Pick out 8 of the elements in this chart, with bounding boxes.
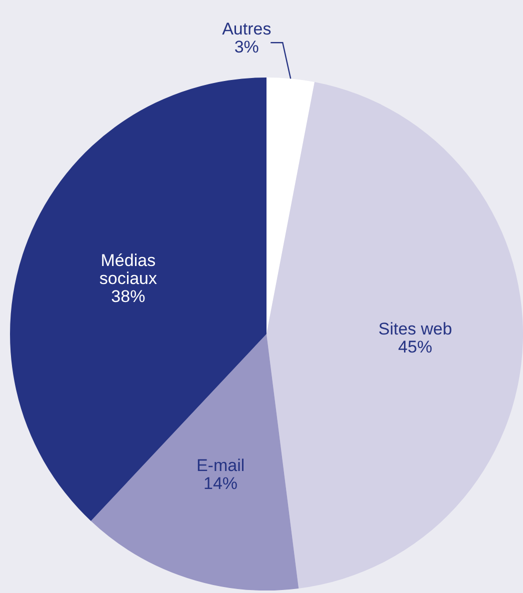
data-label: 45% xyxy=(398,337,432,356)
data-label: 14% xyxy=(204,474,238,494)
slice-label: Sites web xyxy=(378,319,452,338)
slice-label: Médias sociaux xyxy=(99,250,158,288)
slice-label: Autres xyxy=(222,19,272,38)
slice-label: E-mail xyxy=(196,456,245,476)
data-label: 3% xyxy=(234,37,259,56)
data-label: 38% xyxy=(111,286,146,306)
